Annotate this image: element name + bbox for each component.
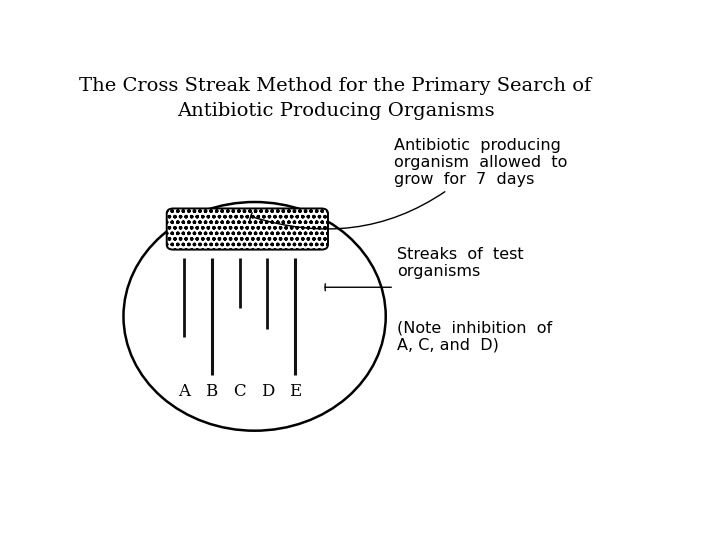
Text: C: C <box>233 383 246 400</box>
Text: Antibiotic  producing
organism  allowed  to
grow  for  7  days: Antibiotic producing organism allowed to… <box>250 138 567 229</box>
Text: D: D <box>261 383 274 400</box>
FancyBboxPatch shape <box>167 208 328 249</box>
Text: B: B <box>205 383 217 400</box>
Text: E: E <box>289 383 302 400</box>
Text: (Note  inhibition  of
A, C, and  D): (Note inhibition of A, C, and D) <box>397 321 552 353</box>
Text: A: A <box>178 383 190 400</box>
Text: Streaks  of  test
organisms: Streaks of test organisms <box>397 247 523 279</box>
Text: The Cross Streak Method for the Primary Search of
Antibiotic Producing Organisms: The Cross Streak Method for the Primary … <box>79 77 592 120</box>
